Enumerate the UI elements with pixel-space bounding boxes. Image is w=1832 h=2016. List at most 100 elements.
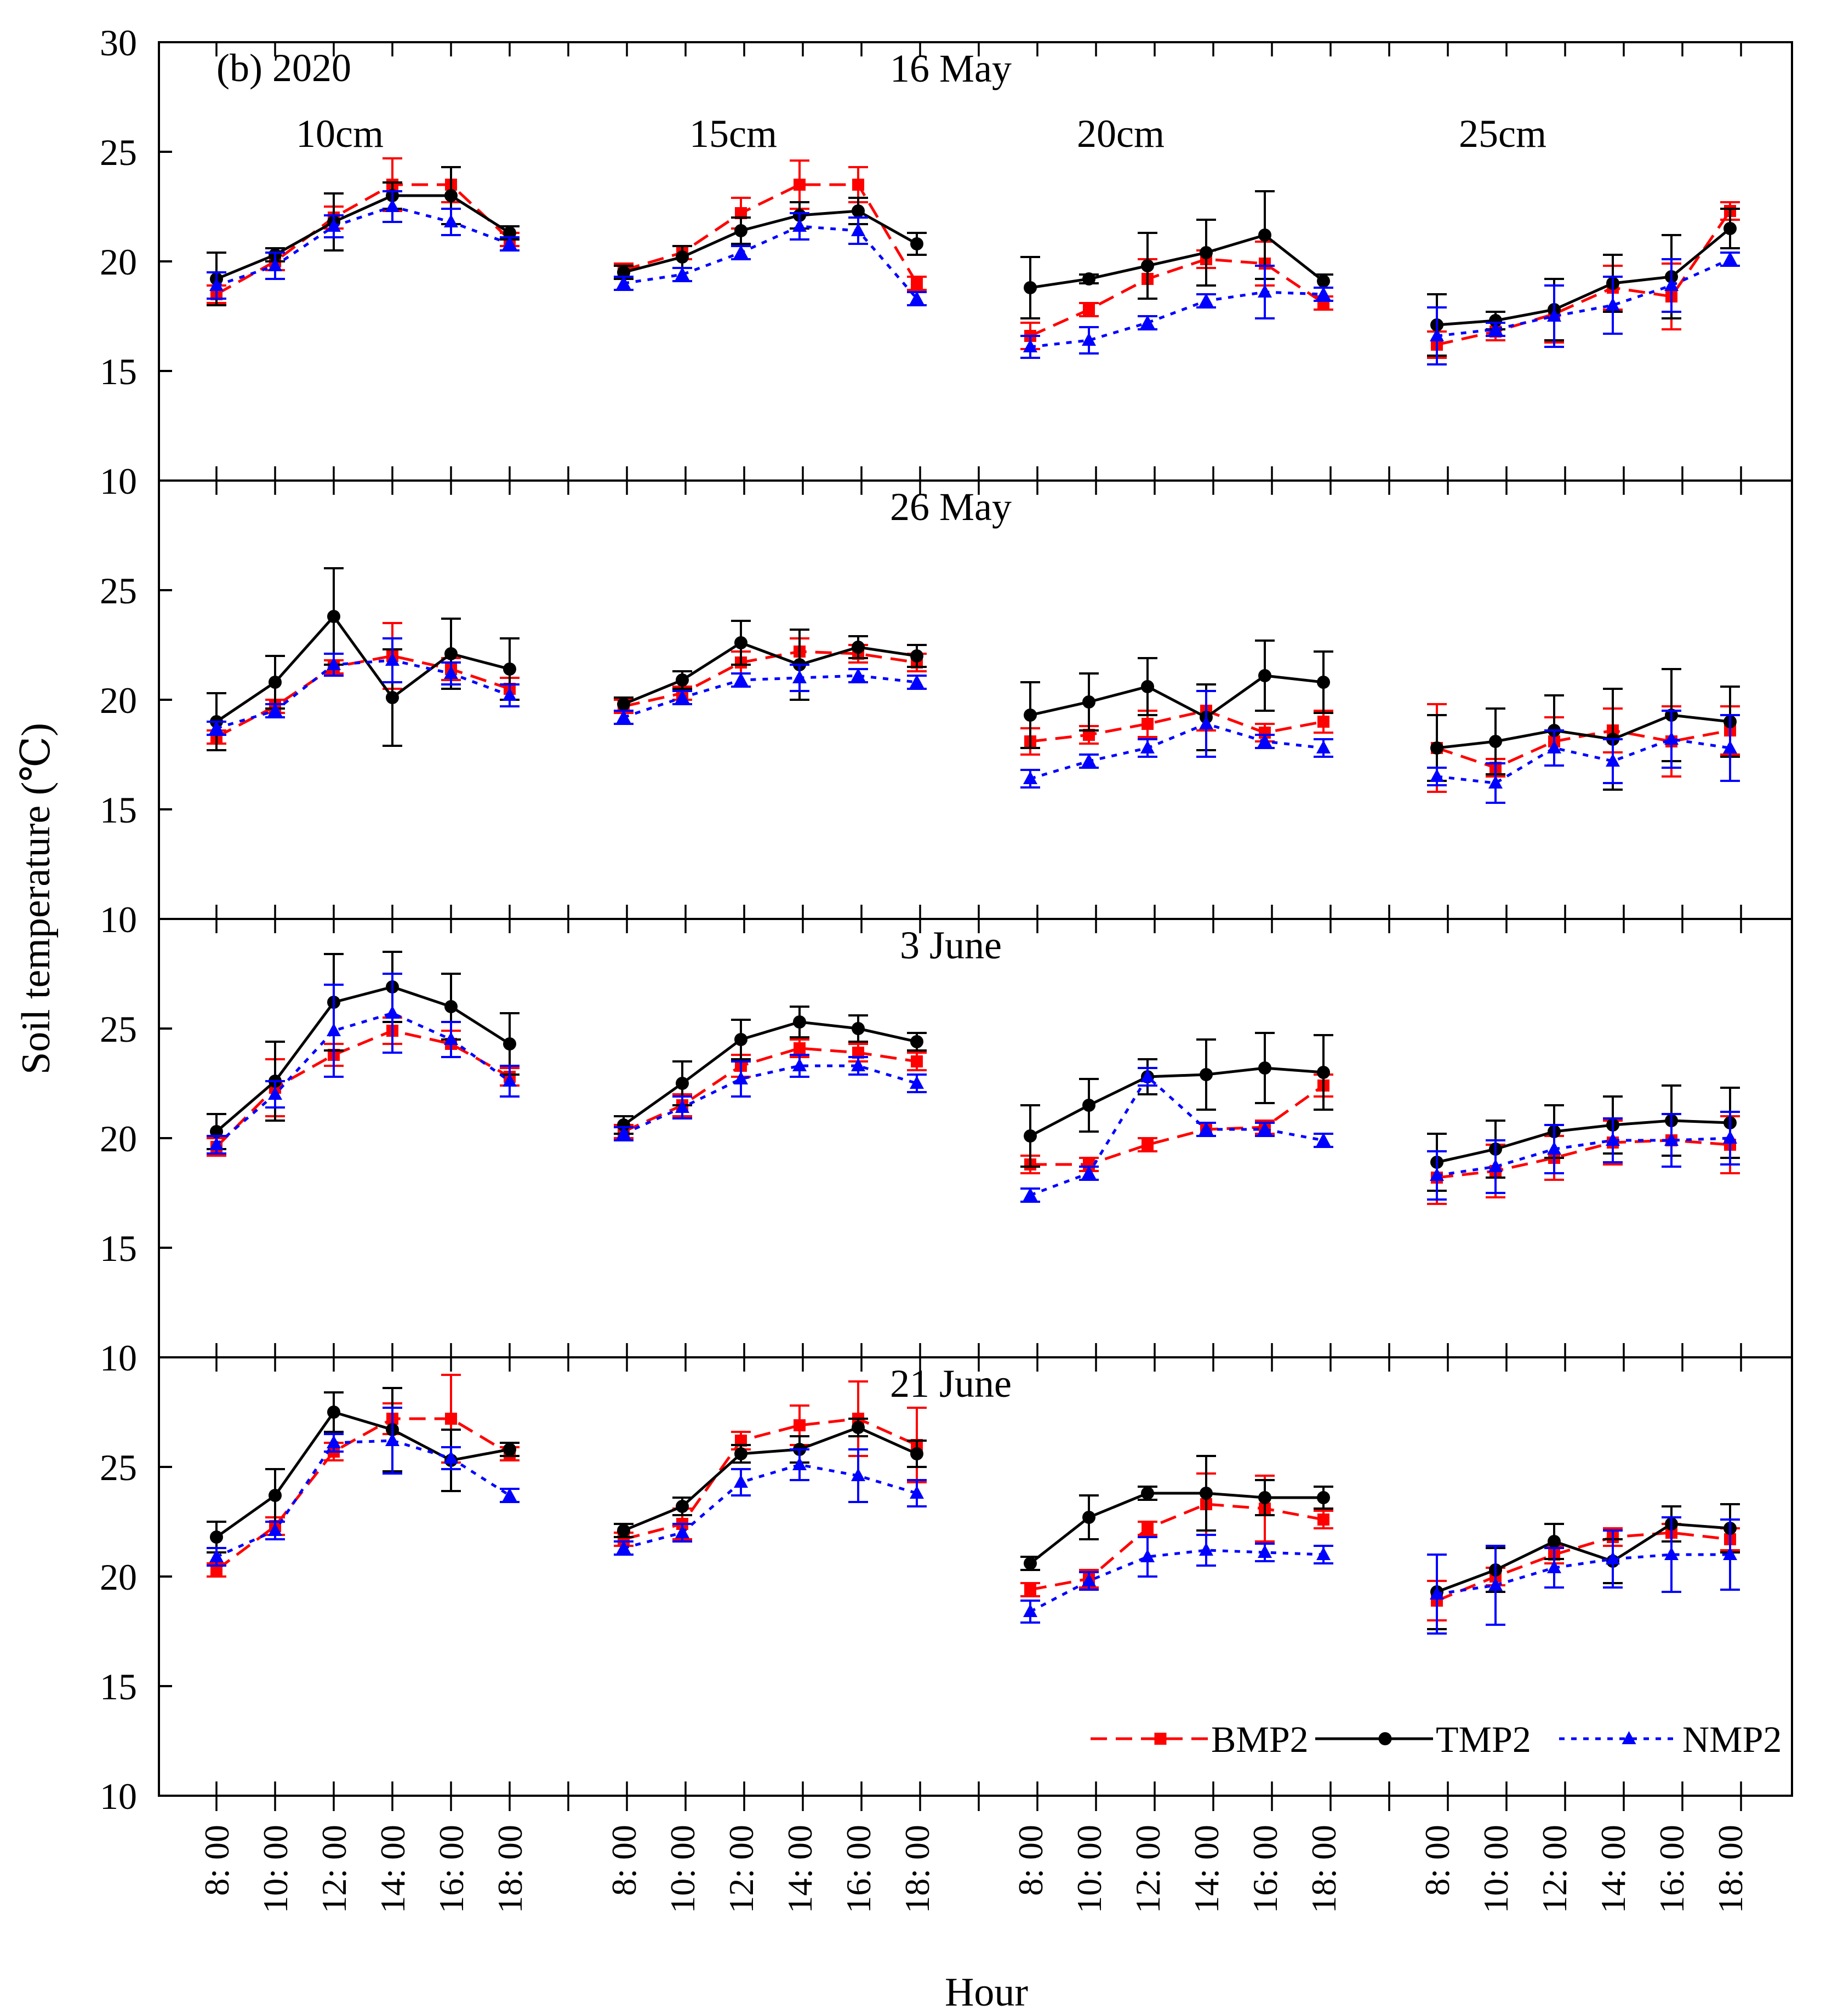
y-tick-label: 20 <box>100 1118 137 1160</box>
panel-date-label: 3 June <box>900 923 1002 967</box>
data-point-NMP2 <box>209 1137 224 1150</box>
data-point-NMP2 <box>734 245 748 258</box>
data-point-TMP2 <box>1141 1487 1154 1500</box>
data-point-NMP2 <box>268 703 282 716</box>
data-point-NMP2 <box>1023 1604 1037 1617</box>
data-point-BMP2 <box>735 1435 747 1447</box>
data-point-NMP2 <box>675 690 689 703</box>
data-point-NMP2 <box>209 721 224 734</box>
data-point-TMP2 <box>1548 1535 1561 1548</box>
series-line-TMP2 <box>1029 1492 1323 1564</box>
series-line-NMP2 <box>1030 290 1324 349</box>
legend-label-BMP2: BMP2 <box>1211 1718 1309 1760</box>
data-point-NMP2 <box>1430 1586 1444 1600</box>
series-line-TMP2 <box>216 194 511 281</box>
series-line-BMP2 <box>1030 1503 1324 1591</box>
y-tick-label: 10 <box>100 1775 137 1817</box>
data-point-NMP2 <box>1023 771 1037 784</box>
x-tick-label: 18: 00 <box>1304 1825 1343 1914</box>
data-point-BMP2 <box>1317 1514 1329 1526</box>
data-point-TMP2 <box>910 1447 923 1460</box>
y-tick-label: 25 <box>100 570 137 612</box>
data-point-BMP2 <box>911 277 923 289</box>
series-line-NMP2 <box>215 1439 511 1558</box>
series-line-NMP2 <box>623 225 918 300</box>
data-point-NMP2 <box>1606 1133 1620 1146</box>
x-axis-label: Hour <box>945 1970 1028 2015</box>
data-point-NMP2 <box>1082 333 1096 346</box>
data-point-NMP2 <box>1430 769 1444 782</box>
series-line-TMP2 <box>1436 227 1731 327</box>
data-point-NMP2 <box>1258 1122 1272 1135</box>
data-point-NMP2 <box>503 236 517 249</box>
data-point-NMP2 <box>268 1523 282 1536</box>
data-point-NMP2 <box>1664 732 1679 745</box>
data-point-NMP2 <box>851 1058 865 1071</box>
data-point-NMP2 <box>1199 1122 1213 1135</box>
data-point-BMP2 <box>794 179 806 191</box>
series-line-TMP2 <box>623 1426 918 1532</box>
data-point-NMP2 <box>1547 1141 1561 1155</box>
series-line-NMP2 <box>1436 1553 1730 1596</box>
data-point-TMP2 <box>852 1022 865 1035</box>
series-line-TMP2 <box>215 985 511 1133</box>
data-point-NMP2 <box>444 666 458 679</box>
data-point-NMP2 <box>617 1540 631 1554</box>
series-line-NMP2 <box>623 1463 917 1550</box>
data-point-TMP2 <box>210 1530 223 1544</box>
data-point-TMP2 <box>1024 1129 1037 1143</box>
data-point-NMP2 <box>1023 1187 1037 1201</box>
x-tick-label: 12: 00 <box>1128 1825 1167 1914</box>
data-point-TMP2 <box>1489 735 1502 748</box>
data-point-TMP2 <box>910 1035 923 1048</box>
y-tick-label: 15 <box>100 1666 137 1707</box>
data-point-TMP2 <box>617 1524 630 1537</box>
data-point-NMP2 <box>1316 287 1331 300</box>
x-tick-label: 8: 00 <box>197 1825 236 1896</box>
panel-frame <box>158 479 1793 920</box>
series-line-BMP2 <box>623 183 918 284</box>
data-point-TMP2 <box>910 237 923 250</box>
data-point-BMP2 <box>794 1419 806 1431</box>
data-point-NMP2 <box>444 1450 458 1464</box>
data-point-NMP2 <box>444 214 458 227</box>
data-point-NMP2 <box>1258 1545 1272 1558</box>
data-point-NMP2 <box>444 1032 458 1045</box>
data-point-NMP2 <box>1723 252 1737 265</box>
data-point-TMP2 <box>1200 1068 1213 1081</box>
data-point-NMP2 <box>1723 740 1737 753</box>
data-point-NMP2 <box>209 278 224 291</box>
data-point-NMP2 <box>1140 315 1155 328</box>
data-point-NMP2 <box>327 219 341 232</box>
data-point-NMP2 <box>1430 1168 1444 1181</box>
data-point-NMP2 <box>1258 284 1272 298</box>
data-point-BMP2 <box>1083 304 1095 316</box>
data-point-TMP2 <box>444 189 458 202</box>
data-point-TMP2 <box>852 641 865 654</box>
x-tick-label: 10: 00 <box>1476 1825 1515 1914</box>
data-point-NMP2 <box>910 1076 924 1089</box>
data-point-NMP2 <box>734 1071 748 1084</box>
data-point-BMP2 <box>911 1055 923 1067</box>
data-point-NMP2 <box>1488 775 1503 789</box>
series-line-NMP2 <box>1029 1549 1324 1613</box>
data-point-BMP2 <box>445 1413 457 1425</box>
x-tick-label: 14: 00 <box>1187 1825 1226 1914</box>
data-point-NMP2 <box>792 219 807 232</box>
x-tick-label: 14: 00 <box>780 1825 819 1914</box>
depth-label: 20cm <box>1077 112 1165 156</box>
data-point-BMP2 <box>1083 729 1095 741</box>
legend: BMP2 TMP2 NMP2 <box>1091 1718 1782 1760</box>
data-point-NMP2 <box>1023 339 1037 352</box>
y-tick-label: 10 <box>100 460 137 502</box>
y-tick-label: 10 <box>100 899 137 940</box>
data-point-TMP2 <box>1317 275 1330 288</box>
y-tick-label: 20 <box>100 241 137 283</box>
data-point-TMP2 <box>327 1406 340 1419</box>
series-line-TMP2 <box>623 1020 917 1127</box>
data-point-TMP2 <box>1258 1491 1271 1504</box>
panel-date-label: 16 May <box>890 47 1012 90</box>
series-line-BMP2 <box>1436 1531 1731 1602</box>
data-point-TMP2 <box>1723 222 1737 235</box>
series-line-TMP2 <box>623 209 918 274</box>
